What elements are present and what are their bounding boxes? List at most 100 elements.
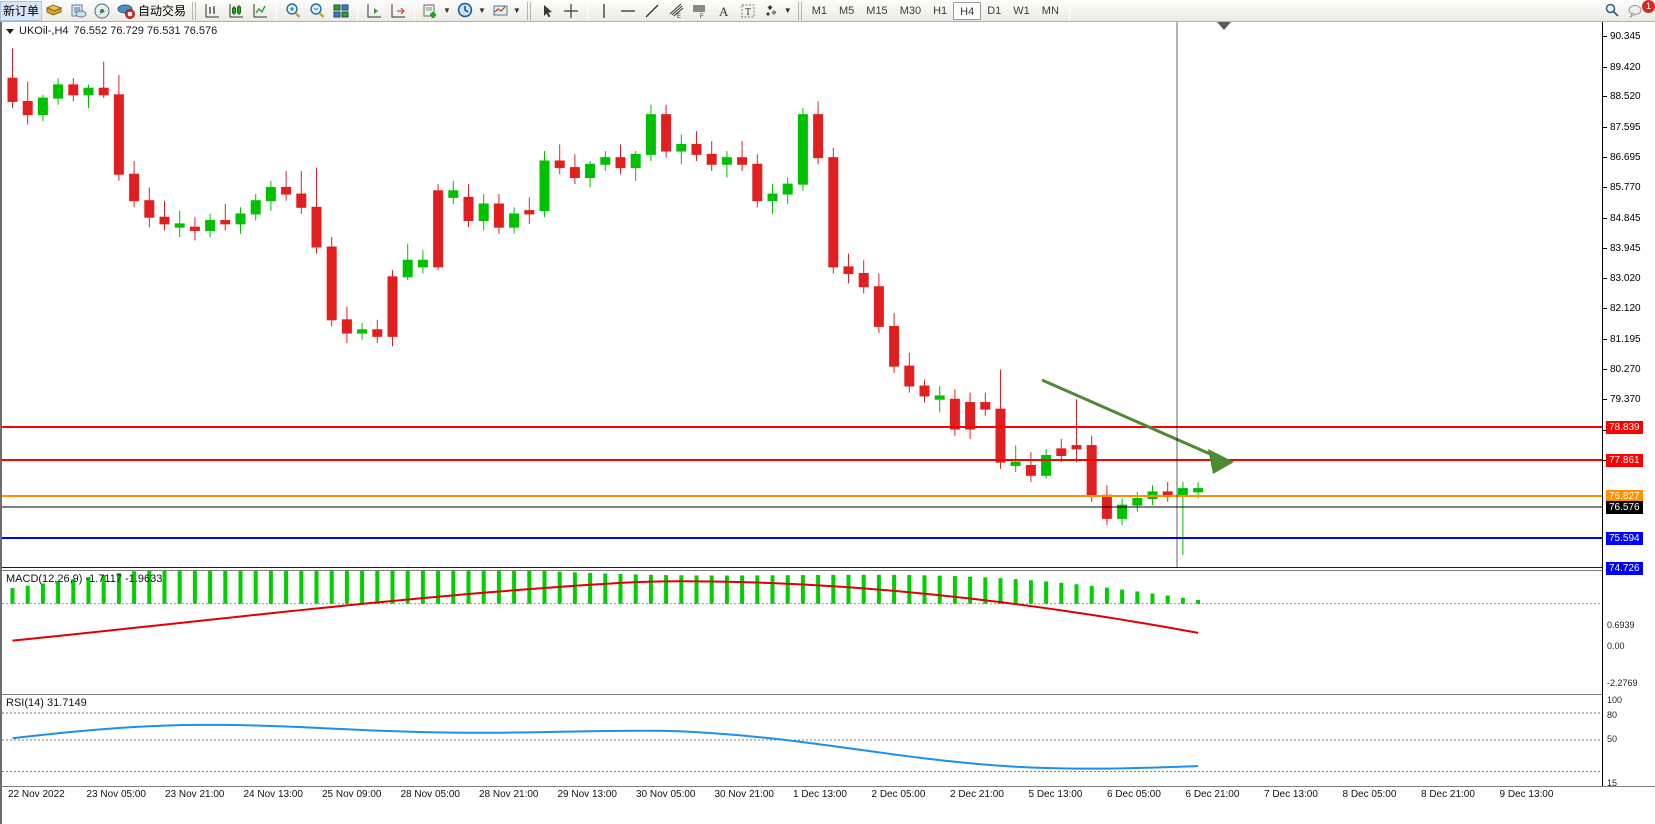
chevron-down-icon[interactable] — [6, 28, 14, 34]
macd-chart-svg — [2, 571, 1602, 642]
objects-button[interactable]: ▼ — [760, 1, 795, 21]
svg-text:T: T — [745, 7, 751, 18]
time-tick: 1 Dec 13:00 — [793, 789, 847, 800]
time-tick: 8 Dec 21:00 — [1421, 789, 1475, 800]
new-order-button[interactable]: 新订单 — [0, 0, 43, 21]
timeframe-mn[interactable]: MN — [1041, 4, 1059, 17]
hline-icon[interactable] — [616, 1, 640, 21]
trendline-icon[interactable] — [640, 1, 664, 21]
timeframe-m1[interactable]: M1 — [811, 4, 827, 17]
indicator-scale-label: 15 — [1607, 778, 1618, 788]
time-tick: 2 Dec 05:00 — [871, 789, 926, 800]
time-tick: 22 Nov 2022 — [8, 789, 65, 800]
book-icon[interactable] — [42, 1, 66, 21]
price-scale[interactable]: 90.345 89.420 88.520 87.595 86.695 85.770 84.8… — [1602, 22, 1655, 786]
symbol-name: UKOil-,H4 — [19, 25, 69, 37]
timeframe-w1[interactable]: W1 — [1013, 4, 1030, 17]
chart-top-marker — [1217, 22, 1231, 30]
svg-text:F: F — [700, 14, 704, 20]
timeframe-m5[interactable]: M5 — [839, 4, 855, 17]
time-scale[interactable]: 22 Nov 2022 23 Nov 05:00 23 Nov 21:00 24 No… — [2, 786, 1655, 824]
price-badge-pivot[interactable]: 76.827 — [1606, 490, 1643, 503]
templates-button[interactable]: ▼ — [489, 1, 524, 21]
timeframe-d1[interactable]: D1 — [987, 4, 1002, 17]
price-badge-resistance-1[interactable]: 78.839 — [1606, 421, 1643, 434]
alerts-icon[interactable]: 1 — [1624, 0, 1655, 21]
fibo-icon[interactable]: E — [664, 1, 688, 21]
time-tick: 24 Nov 13:00 — [243, 789, 304, 800]
price-badge-resistance-2[interactable]: 77.861 — [1606, 454, 1643, 467]
equidistant-icon[interactable]: F — [688, 1, 712, 21]
auto-scroll-icon[interactable] — [386, 1, 410, 21]
price-tick: 80.270 — [1603, 364, 1655, 376]
macd-pane[interactable]: MACD(12,26,9) -1.7117 -1.9633 — [2, 570, 1602, 694]
new-order-label: 新订单 — [3, 4, 40, 18]
label-icon[interactable]: T — [736, 1, 760, 21]
zoom-in-icon[interactable] — [281, 1, 305, 21]
rsi-label: RSI(14) 31.7149 — [6, 697, 87, 709]
price-tick: 87.595 — [1603, 122, 1655, 134]
time-tick: 28 Nov 21:00 — [479, 789, 539, 800]
symbol-ohlc: 76.552 76.729 76.531 76.576 — [73, 25, 218, 37]
time-tick: 30 Nov 05:00 — [636, 789, 696, 800]
crosshair-icon[interactable] — [559, 1, 583, 21]
candlestick-icon[interactable] — [224, 1, 248, 21]
add-indicator-button[interactable]: ▼ — [419, 1, 454, 21]
indicator-scale-label: 0.00 — [1607, 641, 1625, 651]
time-tick: 6 Dec 05:00 — [1107, 789, 1161, 800]
timeframe-h4[interactable]: H4 — [953, 1, 982, 20]
price-badge-current-price[interactable]: 76.576 — [1606, 501, 1643, 514]
timeframe-h1[interactable]: H1 — [933, 4, 948, 17]
time-tick: 30 Nov 21:00 — [714, 789, 775, 800]
period-button[interactable]: ▼ — [454, 1, 489, 21]
svg-text:A: A — [719, 4, 729, 19]
price-tick: 83.020 — [1603, 273, 1655, 285]
indicator-scale-label: 50 — [1607, 734, 1618, 744]
main-toolbar: 新订单 自动交易 ▼ ▼ — [0, 0, 1655, 22]
toolbar-grip[interactable] — [192, 1, 198, 20]
toolbar-separator — [414, 1, 416, 20]
symbol-header: UKOil-,H4 76.552 76.729 76.531 76.576 — [6, 25, 217, 37]
terminal-icon[interactable] — [66, 1, 90, 21]
timeframe-m30[interactable]: M30 — [899, 4, 922, 17]
price-badge-support-1[interactable]: 75.594 — [1606, 532, 1643, 545]
chart-window[interactable]: UKOil-,H4 76.552 76.729 76.531 76.576 MA… — [0, 22, 1655, 824]
price-tick: 84.845 — [1603, 213, 1655, 225]
navigator-icon[interactable] — [90, 1, 114, 21]
price-tick: 82.120 — [1603, 303, 1655, 315]
price-tick: 89.420 — [1603, 62, 1655, 74]
cursor-icon[interactable] — [535, 1, 559, 21]
time-tick: 9 Dec 13:00 — [1499, 789, 1554, 800]
search-icon[interactable] — [1600, 1, 1624, 21]
price-tick: 85.770 — [1603, 182, 1655, 194]
time-tick: 7 Dec 13:00 — [1264, 789, 1318, 800]
price-tick: 79.370 — [1603, 394, 1655, 406]
rsi-chart-svg — [2, 712, 1602, 772]
indicator-scale-label: 0.6939 — [1607, 620, 1635, 630]
indicator-scale-label: -2.2769 — [1607, 678, 1638, 688]
toolbar-separator — [276, 1, 278, 20]
alert-badge: 1 — [1642, 0, 1655, 13]
vline-icon[interactable] — [592, 1, 616, 21]
zoom-out-icon[interactable] — [305, 1, 329, 21]
tile-windows-icon[interactable] — [329, 1, 353, 21]
autotrade-button[interactable]: 自动交易 — [114, 1, 189, 21]
price-pane[interactable]: UKOil-,H4 76.552 76.729 76.531 76.576 — [2, 22, 1602, 568]
price-badge-support-2[interactable]: 74.726 — [1606, 562, 1643, 575]
price-tick: 90.345 — [1603, 31, 1655, 43]
time-tick: 6 Dec 21:00 — [1185, 789, 1240, 800]
macd-label: MACD(12,26,9) -1.7117 -1.9633 — [6, 573, 163, 585]
toolbar-grip[interactable] — [526, 1, 532, 20]
bar-chart-icon[interactable] — [200, 1, 224, 21]
indicator-scale-label: 100 — [1607, 695, 1623, 705]
time-tick: 23 Nov 21:00 — [165, 789, 225, 800]
timeframe-m15[interactable]: M15 — [866, 4, 888, 17]
rsi-pane[interactable]: RSI(14) 31.7149 — [2, 694, 1602, 786]
line-chart-icon[interactable] — [248, 1, 272, 21]
toolbar-grip[interactable] — [797, 1, 803, 20]
indicator-scale-label: 80 — [1607, 710, 1618, 720]
text-icon[interactable]: A — [712, 1, 736, 21]
time-tick: 23 Nov 05:00 — [86, 789, 147, 800]
chart-shift-icon[interactable] — [362, 1, 386, 21]
time-tick: 5 Dec 13:00 — [1028, 789, 1083, 800]
